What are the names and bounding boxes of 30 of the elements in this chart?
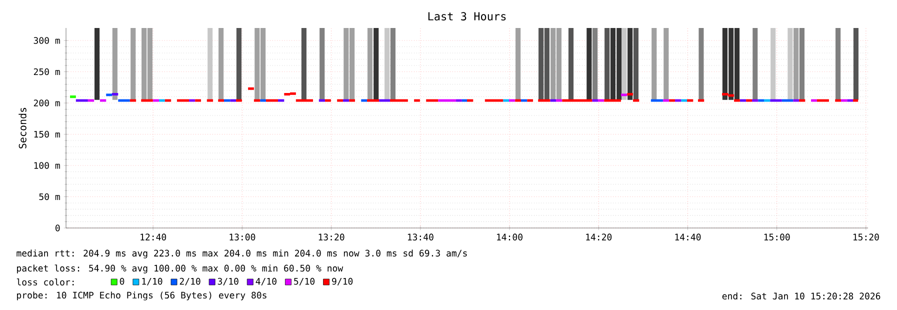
x-tick-label: 12:40 <box>140 234 166 240</box>
x-tick-label: 14:00 <box>497 234 522 240</box>
legend-label: 4/10 <box>256 278 276 286</box>
text: median rtt: 204.9 ms avg 223.0 ms max 204.0 ms min 204.0 ms now 3.0 ms sd 69.3 am/s <box>16 250 467 258</box>
x-tick-label: 14:40 <box>675 234 701 240</box>
y-tick-label: 250 m <box>34 68 60 76</box>
y-tick-label: 300 m <box>34 37 60 44</box>
x-tick-label: 14:20 <box>586 234 612 240</box>
x-tick-label: 13:20 <box>318 234 344 240</box>
legend-label: 3/10 <box>218 278 238 286</box>
y-tick-label: 200 m <box>34 100 60 106</box>
x-tick-label: 15:20 <box>853 234 879 240</box>
x-tick-label: 15:00 <box>764 234 790 240</box>
text: probe: 10 ICMP Echo Pings (56 Bytes) every 80s <box>17 292 266 300</box>
legend-label: 0 <box>120 278 124 285</box>
y-tick-label: 0 <box>56 224 60 232</box>
text: end: Sat Jan 10 15:20:28 2026 <box>722 292 880 300</box>
x-tick-label: 13:00 <box>230 234 256 240</box>
legend-label: 1/10 <box>142 278 162 286</box>
legend-label: 2/10 <box>180 278 200 286</box>
x-tick-label: 13:40 <box>408 234 434 240</box>
legend-title: loss color: <box>16 278 74 286</box>
y-tick-label: 50 m <box>39 193 60 200</box>
text: packet loss: 54.90 % avg 100.00 % max 0.00 % min 60.50 % now <box>17 264 344 274</box>
legend-label: 9/10 <box>332 278 353 286</box>
chart-title: Last 3 Hours <box>428 12 506 20</box>
y-axis-title: Seconds <box>18 108 26 148</box>
legend-label: 5/10 <box>294 278 315 286</box>
y-tick-label: 100 m <box>34 162 60 169</box>
y-tick-label: 150 m <box>34 130 60 138</box>
